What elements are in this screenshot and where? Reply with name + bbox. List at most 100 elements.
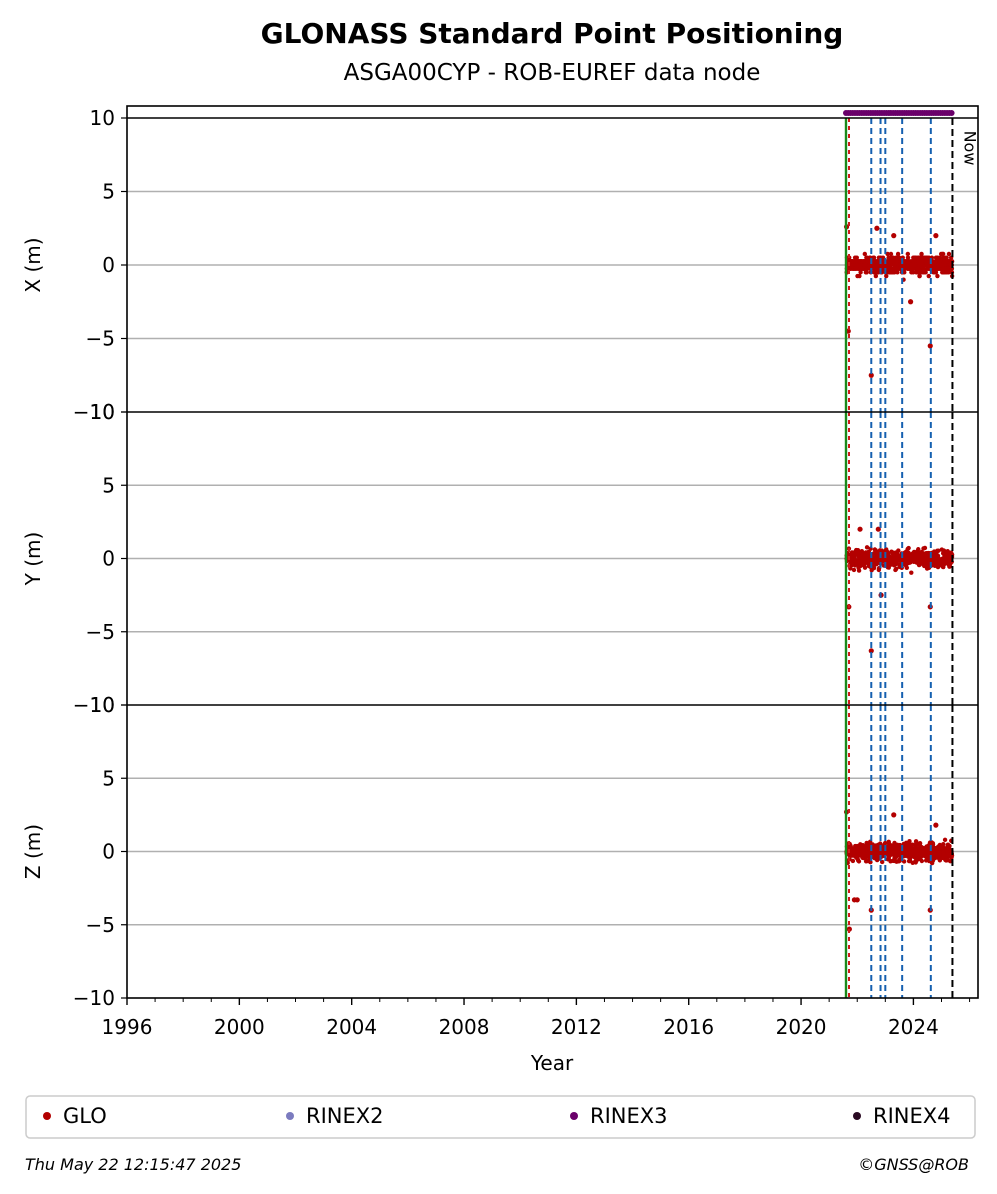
legend-label-rinex3: RINEX3 [590, 1104, 668, 1128]
glo-point [896, 255, 902, 260]
glo-point [887, 266, 893, 271]
glo-point [915, 266, 920, 271]
glo-point [893, 567, 898, 573]
glo-point [942, 259, 948, 264]
glo-point [911, 262, 916, 268]
glo-point [939, 262, 944, 268]
glo-point [892, 266, 897, 271]
glo-point [864, 545, 870, 550]
glo-point [937, 842, 943, 848]
glo-point [919, 262, 925, 268]
glo-point [919, 251, 924, 257]
glo-point [856, 568, 862, 573]
glo-point [895, 843, 900, 848]
glo-point [897, 564, 902, 570]
glo-point [892, 262, 897, 268]
glo-point [935, 855, 940, 860]
glo-point [872, 547, 878, 552]
glo-point [924, 556, 930, 562]
glo-point [855, 273, 860, 279]
y-tick-label: 10 [90, 400, 115, 424]
glo-point [885, 251, 890, 257]
glo-point [905, 560, 911, 566]
glo-point [931, 266, 937, 271]
y-tick-label: 10 [90, 106, 115, 130]
glo-point [888, 558, 893, 563]
glo-series-points [844, 526, 955, 654]
glo-point [932, 847, 937, 853]
y-tick-label: 5 [102, 180, 115, 204]
glo-point [849, 563, 854, 568]
glo-point [871, 564, 877, 570]
glo-point [869, 568, 874, 573]
glo-point [942, 558, 948, 564]
glo-point [853, 259, 858, 264]
x-tick-label: 2000 [214, 1015, 265, 1039]
glo-point [865, 259, 870, 264]
glo-outlier-point [874, 225, 880, 231]
glo-point [891, 552, 896, 557]
legend-label-rinex2: RINEX2 [306, 1104, 384, 1128]
x-tick-label: 2020 [776, 1015, 827, 1039]
glo-point [885, 262, 891, 268]
glo-point [920, 255, 925, 260]
legend-box [25, 1095, 976, 1139]
glo-point [935, 266, 940, 271]
glo-point [863, 270, 869, 275]
glo-outlier-point [933, 233, 939, 239]
glo-point [880, 554, 885, 560]
x-tick-label: 2024 [888, 1015, 939, 1039]
glo-point [863, 262, 868, 268]
glo-point [917, 255, 922, 260]
y-tick-label: −10 [73, 400, 115, 424]
glo-point [903, 848, 908, 853]
glo-point [917, 553, 923, 559]
glo-point [885, 565, 891, 570]
x-tick-label: 2004 [326, 1015, 377, 1039]
glo-point [947, 266, 952, 271]
glo-point [933, 270, 939, 275]
glo-point [908, 266, 914, 271]
glo-point [909, 270, 914, 275]
glo-point [905, 262, 911, 268]
glo-point [945, 857, 951, 863]
glo-point [921, 852, 927, 858]
glo-point [910, 860, 915, 866]
glo-point [938, 251, 944, 257]
glo-point [932, 558, 937, 563]
glo-outlier-point [933, 822, 939, 828]
y-axis-label: Y (m) [21, 532, 45, 587]
glo-point [916, 557, 921, 562]
glo-point [862, 553, 868, 559]
glo-point [909, 845, 914, 850]
glo-point [940, 845, 945, 850]
glo-point [855, 853, 861, 859]
x-tick-label: 1996 [102, 1015, 153, 1039]
chart-title: GLONASS Standard Point Positioning [261, 17, 844, 50]
glo-point [875, 262, 881, 268]
glo-point [936, 563, 941, 568]
panel-y: 10 5 0 −5 −10 Y (m) [21, 400, 978, 717]
glo-point [905, 255, 911, 260]
glo-point [887, 259, 893, 264]
legend-marker-rinex4 [853, 1112, 861, 1120]
y-tick-label: −10 [73, 693, 115, 717]
x-tick-label: 2016 [663, 1015, 714, 1039]
glo-point [858, 270, 863, 275]
chart-subtitle: ASGA00CYP - ROB-EUREF data node [344, 60, 761, 86]
glo-point [852, 554, 857, 559]
glo-point [872, 557, 878, 562]
glo-point [855, 848, 860, 853]
glo-point [890, 562, 895, 567]
legend-label-glo: GLO [63, 1104, 107, 1128]
glo-point [884, 273, 889, 279]
glo-point [922, 545, 928, 551]
glo-point [919, 259, 925, 264]
glo-point [911, 556, 916, 561]
legend-marker-glo [43, 1112, 51, 1120]
glo-point [922, 259, 928, 264]
glo-point [866, 556, 871, 562]
glo-point [859, 266, 864, 271]
glo-point [939, 547, 945, 552]
glo-point [917, 843, 923, 848]
